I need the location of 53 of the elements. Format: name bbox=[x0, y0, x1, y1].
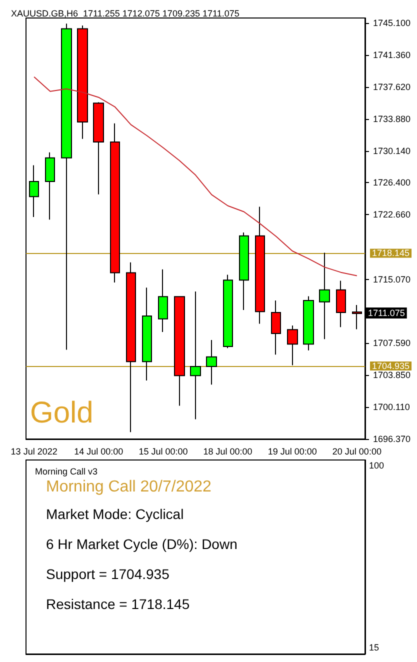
text: 1711.075 bbox=[368, 308, 405, 318]
candlestick bbox=[190, 291, 201, 420]
ref-line-label: 1718.145 bbox=[372, 248, 410, 258]
x-tick-label: 13 Jul 2022 bbox=[10, 446, 58, 456]
y-tick-label: 1707.590 bbox=[373, 338, 411, 348]
annotation: Gold bbox=[30, 396, 94, 430]
candlestick bbox=[142, 287, 152, 381]
line-series bbox=[34, 76, 358, 276]
text: 100 bbox=[369, 460, 384, 470]
text: Support = 1704.935 bbox=[46, 566, 170, 582]
candlestick bbox=[223, 274, 233, 349]
text: 6 Hr Market Cycle (D%): Down bbox=[46, 536, 238, 552]
y-tick-label: 1696.370 bbox=[373, 434, 411, 444]
candlestick bbox=[239, 232, 249, 310]
text: Resistance = 1718.145 bbox=[46, 596, 190, 612]
text: Morning Call v3 bbox=[35, 466, 98, 476]
candlestick bbox=[303, 296, 314, 351]
y-tick-label: 1745.100 bbox=[373, 18, 411, 28]
candlestick bbox=[206, 340, 217, 386]
candlestick bbox=[77, 25, 88, 140]
y-tick-label: 1722.660 bbox=[373, 210, 411, 220]
text: 15 bbox=[369, 642, 380, 652]
x-tick-label: 19 Jul 00:00 bbox=[268, 446, 317, 456]
candlestick bbox=[174, 296, 185, 406]
candlestick bbox=[110, 122, 120, 283]
chart-title: XAUUSD.GB,H6 1711.255 1712.075 1709.235 1711.075 bbox=[11, 8, 240, 18]
candlestick bbox=[61, 23, 72, 350]
candlestick bbox=[255, 206, 265, 324]
x-tick-label: 20 Jul 00:00 bbox=[332, 446, 382, 456]
x-tick-label: 15 Jul 00:00 bbox=[138, 446, 188, 456]
candlestick bbox=[319, 252, 330, 340]
text: Morning Call 20/7/2022 bbox=[46, 478, 212, 496]
candlestick bbox=[352, 304, 362, 330]
x-tick-label: 14 Jul 00:00 bbox=[74, 446, 124, 456]
candlestick bbox=[126, 262, 136, 433]
x-tick-label: 18 Jul 00:00 bbox=[203, 446, 252, 456]
y-tick-label: 1733.880 bbox=[373, 114, 411, 124]
ref-line-label: 1704.935 bbox=[372, 360, 410, 371]
y-tick-label: 1730.140 bbox=[373, 146, 411, 156]
candlestick bbox=[45, 152, 55, 220]
candlestick bbox=[29, 164, 39, 218]
y-tick-label: 1741.360 bbox=[373, 50, 411, 60]
y-tick-label: 1703.850 bbox=[373, 370, 411, 380]
y-tick-label: 1737.620 bbox=[373, 82, 411, 92]
candlestick bbox=[158, 268, 168, 332]
candlestick bbox=[93, 102, 104, 195]
text: Market Mode: Cyclical bbox=[46, 506, 184, 522]
candlestick bbox=[271, 300, 281, 356]
y-tick-label: 1726.400 bbox=[373, 178, 411, 188]
y-tick-label: 1700.110 bbox=[373, 402, 410, 412]
candlestick bbox=[287, 324, 298, 366]
candlestick bbox=[336, 280, 346, 328]
y-tick-label: 1715.070 bbox=[373, 274, 411, 284]
